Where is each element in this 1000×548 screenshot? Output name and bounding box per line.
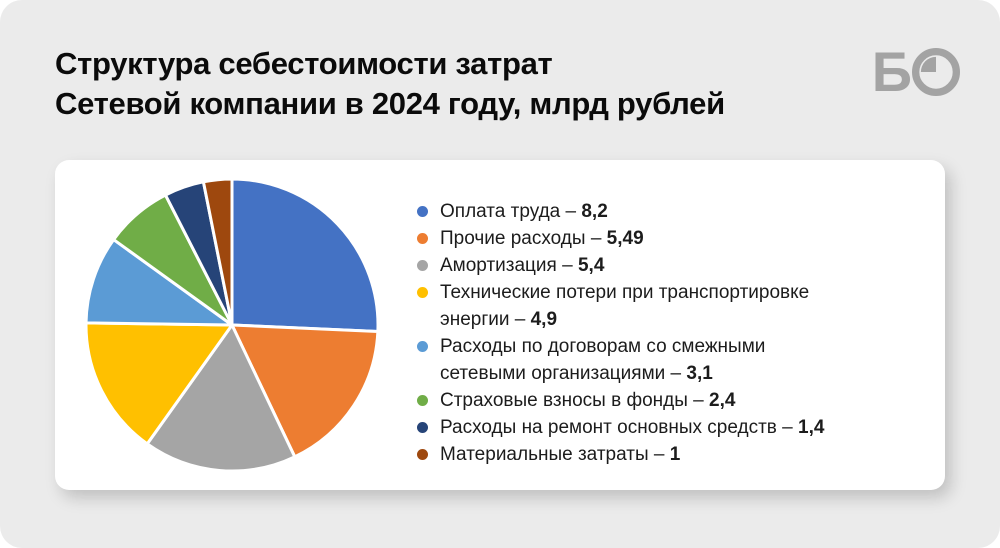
legend-bullet-icon bbox=[417, 422, 428, 433]
legend-value: 3,1 bbox=[686, 363, 713, 384]
legend-label: Амортизация bbox=[440, 255, 557, 276]
legend-separator: – bbox=[648, 444, 670, 465]
legend-label: Технические потери при транспортировке э… bbox=[440, 282, 810, 330]
legend-separator: – bbox=[560, 201, 582, 222]
chart-legend: Оплата труда – 8,2 Прочие расходы – 5,49 А… bbox=[417, 198, 907, 468]
legend-value: 1 bbox=[669, 444, 681, 465]
legend-separator: – bbox=[509, 309, 531, 330]
legend-separator: – bbox=[665, 363, 687, 384]
legend-bullet-icon bbox=[417, 449, 428, 460]
legend-bullet-icon bbox=[417, 341, 428, 352]
legend-separator: – bbox=[687, 390, 710, 411]
legend-separator: – bbox=[556, 255, 578, 276]
pie-slice-2 bbox=[145, 323, 297, 473]
legend-value: 5,49 bbox=[606, 228, 644, 249]
legend-item-1: Прочие расходы – 5,49 bbox=[417, 225, 907, 252]
legend-label: Прочие расходы bbox=[440, 228, 586, 249]
legend-item-3: Технические потери при транспортировке э… bbox=[417, 279, 907, 333]
legend-value: 1,4 bbox=[798, 417, 825, 438]
pie-slice-0 bbox=[230, 177, 380, 334]
pie-chart bbox=[84, 177, 380, 473]
clock-icon bbox=[912, 48, 960, 96]
legend-label: Оплата труда bbox=[440, 201, 561, 222]
legend-item-5: Страховые взносы в фонды – 2,4 bbox=[417, 387, 907, 414]
legend-bullet-icon bbox=[417, 287, 428, 298]
legend-item-6: Расходы на ремонт основных средств – 1,4 bbox=[417, 414, 907, 441]
pie-slice-1 bbox=[230, 323, 380, 459]
legend-value: 8,2 bbox=[581, 201, 608, 222]
title-line-2: Сетевой компании в 2024 году, млрд рубле… bbox=[55, 86, 725, 121]
legend-item-2: Амортизация – 5,4 bbox=[417, 252, 907, 279]
page-title: Структура себестоимости затрат Сетевой к… bbox=[55, 44, 725, 124]
title-line-1: Структура себестоимости затрат bbox=[55, 46, 553, 81]
legend-bullet-icon bbox=[417, 260, 428, 271]
pie-slice-4 bbox=[84, 238, 234, 327]
legend-value: 2,4 bbox=[709, 390, 736, 411]
logo-letter: Б bbox=[871, 40, 912, 103]
legend-separator: – bbox=[776, 417, 799, 438]
legend-bullet-icon bbox=[417, 206, 428, 217]
pie-slice-3 bbox=[84, 321, 234, 446]
chart-card: Оплата труда – 8,2 Прочие расходы – 5,49 А… bbox=[55, 160, 945, 490]
legend-item-7: Материальные затраты – 1 bbox=[417, 441, 907, 468]
legend-label: Страховые взносы в фонды bbox=[440, 390, 688, 411]
legend-bullet-icon bbox=[417, 395, 428, 406]
pie-slice-7 bbox=[201, 177, 234, 327]
legend-bullet-icon bbox=[417, 233, 428, 244]
brand-logo: Б bbox=[871, 40, 960, 103]
legend-separator: – bbox=[585, 228, 607, 249]
legend-item-0: Оплата труда – 8,2 bbox=[417, 198, 907, 225]
legend-value: 5,4 bbox=[577, 255, 605, 276]
legend-label: Расходы на ремонт основных средств bbox=[440, 417, 777, 438]
legend-item-4: Расходы по договорам со смежными сетевым… bbox=[417, 333, 907, 387]
legend-label: Материальные затраты bbox=[440, 444, 649, 465]
legend-label: Расходы по договорам со смежными сетевым… bbox=[440, 336, 766, 384]
legend-value: 4,9 bbox=[530, 309, 558, 330]
